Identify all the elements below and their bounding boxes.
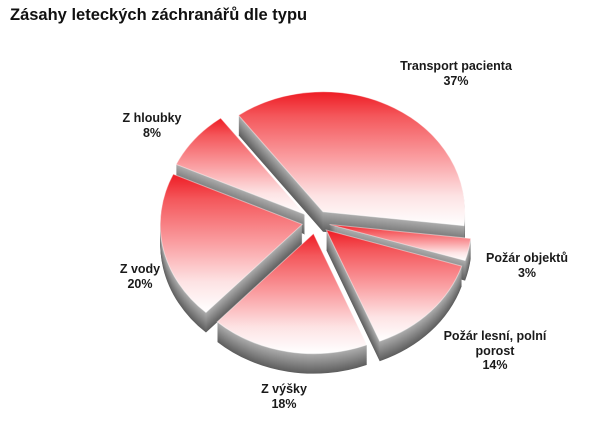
pie-slice-z-v-ky [216, 232, 368, 355]
pie-slice-transport-pacienta [237, 91, 466, 227]
pie-slice-po-r-lesn-poln-porost [325, 229, 463, 342]
chart-title: Zásahy leteckých záchranářů dle typu [10, 6, 308, 24]
pie-slice-z-hloubky [175, 117, 306, 216]
pie-slice-z-vody [159, 173, 304, 314]
pie-slice-po-r-objekt- [329, 223, 472, 262]
